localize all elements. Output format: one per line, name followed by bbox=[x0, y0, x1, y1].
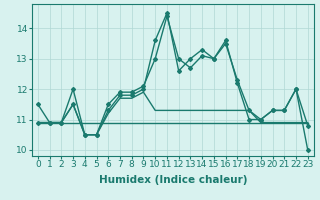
X-axis label: Humidex (Indice chaleur): Humidex (Indice chaleur) bbox=[99, 175, 247, 185]
